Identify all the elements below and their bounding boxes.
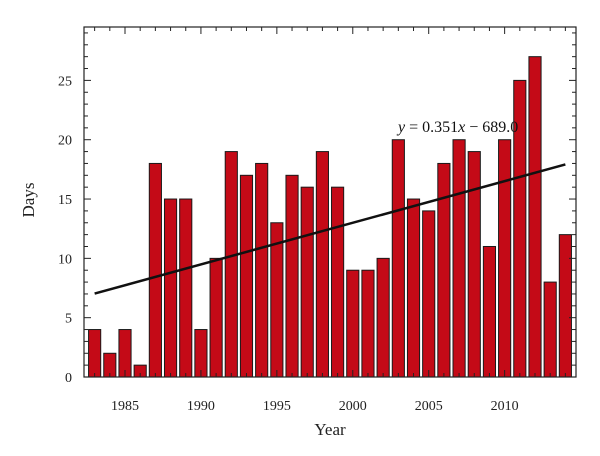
x-tick-label: 2005 — [415, 399, 443, 414]
x-tick-label: 1985 — [111, 399, 139, 414]
x-axis-ticks: 1985 1990 1995 2000 2005 2010 — [94, 27, 566, 414]
bar-1991 — [209, 257, 223, 378]
bar-2003 — [391, 139, 405, 378]
y-tick-label: 0 — [65, 371, 72, 386]
eq-mid: = 0.351 — [405, 119, 458, 136]
y-axis-ticks: 0 5 10 15 20 25 — [58, 32, 576, 386]
x-tick-label: 1990 — [187, 399, 215, 414]
bar-2012 — [528, 56, 542, 378]
eq-x: x — [457, 119, 465, 136]
bar-2000 — [346, 269, 360, 378]
y-tick-label: 5 — [65, 312, 72, 327]
y-tick-label: 15 — [58, 193, 72, 208]
bar-1996 — [285, 174, 299, 378]
bar-2004 — [406, 198, 421, 378]
eq-y: y — [396, 119, 406, 136]
bar-2010 — [498, 139, 512, 378]
x-tick-label: 1995 — [263, 399, 291, 414]
bar-1997 — [300, 186, 314, 378]
bar-1999 — [331, 186, 345, 378]
bars — [88, 56, 572, 378]
bar-1983 — [88, 329, 102, 378]
x-tick-label: 2010 — [491, 399, 519, 414]
bar-1990 — [194, 329, 208, 378]
bar-1988 — [163, 198, 178, 378]
bar-1989 — [179, 198, 193, 378]
x-tick-label: 2000 — [339, 399, 367, 414]
bar-1998 — [315, 151, 329, 378]
bar-2007 — [452, 139, 466, 378]
bar-2008 — [467, 151, 481, 378]
bar-2002 — [376, 257, 390, 378]
axes-box — [83, 26, 577, 378]
trendline — [94, 163, 566, 295]
plot-frame — [83, 26, 577, 378]
eq-tail: − 689.0 — [465, 119, 518, 136]
y-tick-label: 25 — [58, 74, 72, 89]
trendline-equation: y = 0.351x − 689.0 — [396, 119, 518, 136]
bar-2013 — [543, 281, 557, 378]
bar-1987 — [148, 162, 162, 378]
y-tick-label: 10 — [58, 252, 72, 267]
bar-1994 — [255, 162, 269, 378]
x-axis-title: Year — [314, 420, 346, 439]
bar-1985 — [118, 329, 132, 378]
bar-1993 — [239, 174, 254, 378]
trend-line — [94, 163, 566, 295]
bar-2009 — [482, 245, 497, 378]
y-axis-title: Days — [19, 183, 38, 218]
bar-2001 — [361, 269, 375, 378]
y-tick-label: 20 — [58, 134, 72, 149]
bar-2005 — [422, 210, 436, 378]
bar-2014 — [558, 234, 572, 378]
bar-1992 — [224, 151, 238, 378]
